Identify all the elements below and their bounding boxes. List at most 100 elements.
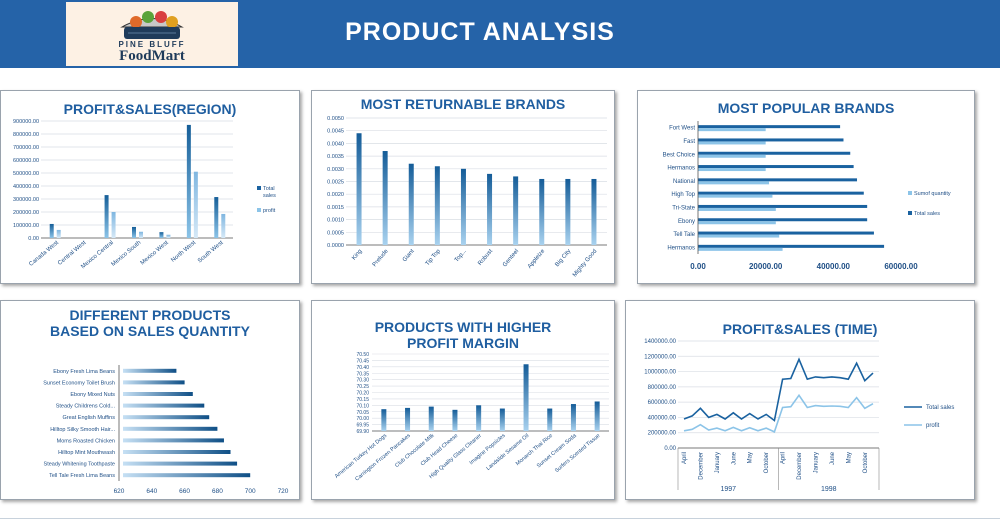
- bar: [139, 231, 143, 238]
- x-tick-label: Landslide Sesame Oil: [485, 433, 530, 472]
- bar: [221, 213, 226, 238]
- x-tick-label: Top...: [454, 248, 468, 263]
- bar: [698, 231, 874, 235]
- legend-label: profit: [263, 208, 276, 214]
- chart-title-quantity-2: BASED ON SALES QUANTITY: [50, 323, 250, 339]
- x-tick-label: Big City: [554, 248, 572, 268]
- y-tick-label: 70.05: [356, 410, 369, 416]
- legend-label: profit: [926, 423, 940, 429]
- bar: [513, 176, 519, 245]
- y-tick-label: Ebony Fresh Lima Beans: [53, 369, 115, 375]
- x-tick-label: Sunset Cream Soda: [536, 432, 579, 469]
- chart-popular: Fort West Fast Best Choice Hermanos National…: [663, 121, 951, 271]
- bar: [698, 138, 844, 142]
- x-tick-label: North West: [170, 240, 197, 264]
- y-tick-label: National: [673, 179, 695, 185]
- y-tick-label: 1000000.00: [644, 370, 676, 376]
- bar: [698, 207, 776, 211]
- y-tick-label: 0.00: [664, 446, 676, 452]
- chart-title-time: PROFIT&SALES (TIME): [722, 321, 878, 337]
- y-tick-label: 200000.00: [648, 431, 677, 437]
- y-tick-label: 0.0020: [327, 192, 344, 198]
- panel-returnable-brands: MOST RETURNABLE BRANDS 0.0000 0.0005 0.001…: [311, 90, 615, 284]
- logo-line1: PINE BLUFF: [118, 40, 186, 49]
- bar: [698, 151, 851, 155]
- year-label: 1998: [821, 486, 837, 493]
- y-tick-label: 0.0005: [327, 230, 344, 236]
- x-tick-label: June: [830, 451, 836, 465]
- x-tick-label: South West: [197, 240, 225, 265]
- bar: [123, 392, 193, 396]
- x-tick-label: Mexico South: [111, 240, 143, 268]
- y-tick-label: 69.95: [356, 423, 369, 429]
- bar: [56, 229, 61, 238]
- bar: [523, 364, 529, 431]
- y-tick-label: 0.00: [28, 236, 39, 242]
- bar: [565, 178, 571, 245]
- x-tick-label: May: [846, 452, 852, 463]
- y-tick-label: Ebony: [678, 219, 695, 225]
- y-tick-label: 100000.00: [13, 223, 39, 229]
- chart-margin: 69.9069.9570.0070.0570.1070.1570.2070.25…: [334, 352, 609, 483]
- bar: [698, 128, 766, 132]
- x-tick-label: June: [731, 451, 737, 465]
- x-tick-label: April: [682, 452, 688, 464]
- y-tick-label: 70.10: [356, 403, 369, 409]
- bar: [698, 165, 854, 169]
- bar: [698, 194, 773, 198]
- y-tick-label: Hilltop Silky Smooth Hair...: [50, 427, 115, 433]
- bar: [476, 405, 482, 431]
- x-tick-label: Tip Top: [425, 248, 442, 267]
- page-title: PRODUCT ANALYSIS: [345, 18, 615, 46]
- bar: [452, 409, 458, 431]
- logo-line2: FoodMart: [119, 48, 185, 64]
- y-tick-label: Hilltop Mint Mouthwash: [58, 450, 115, 456]
- y-tick-label: 900000.00: [13, 119, 39, 125]
- x-tick-label: 680: [212, 488, 223, 495]
- legend-label: Total sales: [914, 211, 940, 217]
- x-tick-label: 40000.00: [817, 262, 851, 271]
- y-tick-label: 70.15: [356, 397, 369, 403]
- x-tick-label: 60000.00: [884, 262, 918, 271]
- bar: [698, 168, 766, 172]
- bar: [698, 125, 841, 129]
- legend-swatch: [257, 208, 261, 212]
- bar: [356, 133, 362, 245]
- y-tick-label: 70.35: [356, 371, 369, 377]
- bar: [123, 438, 224, 443]
- chart-time: 0.00 200000.00 400000.00 600000.00 800000.00…: [644, 339, 954, 493]
- x-tick-label: 660: [179, 488, 190, 495]
- y-tick-label: 600000.00: [648, 400, 677, 406]
- bar: [594, 401, 600, 431]
- bar: [123, 368, 177, 373]
- x-tick-label: Mexico West: [140, 240, 170, 267]
- bar: [123, 461, 238, 466]
- bar: [166, 234, 171, 238]
- bar: [123, 380, 185, 385]
- y-tick-label: 400000.00: [648, 415, 677, 421]
- x-tick-label: 20000.00: [749, 262, 783, 271]
- x-tick-label: January: [813, 452, 819, 473]
- y-tick-label: 300000.00: [13, 197, 39, 203]
- panel-profit-sales-time: PROFIT&SALES (TIME) 0.00 200000.00 400000.…: [625, 300, 975, 500]
- y-tick-label: 0.0000: [327, 243, 344, 249]
- chart-title-popular: MOST POPULAR BRANDS: [717, 100, 895, 116]
- bar: [123, 450, 231, 454]
- y-tick-label: 0.0050: [327, 116, 344, 122]
- bar: [381, 409, 387, 431]
- bar: [591, 178, 597, 245]
- y-tick-label: 70.20: [356, 391, 369, 397]
- panel-profit-sales-region: PROFIT&SALES(REGION) 0.00 100000.00 200000…: [0, 90, 300, 284]
- x-tick-label: 620: [114, 488, 125, 495]
- x-tick-label: April: [781, 452, 787, 464]
- y-tick-label: 70.40: [356, 365, 369, 371]
- chart-title-quantity-1: DIFFERENT PRODUCTS: [69, 307, 231, 323]
- bar: [698, 178, 858, 182]
- bar: [487, 173, 493, 245]
- legend-swatch: [908, 191, 912, 195]
- x-tick-label: December: [797, 452, 803, 480]
- y-tick-label: High Top: [671, 192, 695, 198]
- y-tick-label: 0.0015: [327, 205, 344, 211]
- series-line: [683, 357, 874, 422]
- bar: [214, 197, 219, 238]
